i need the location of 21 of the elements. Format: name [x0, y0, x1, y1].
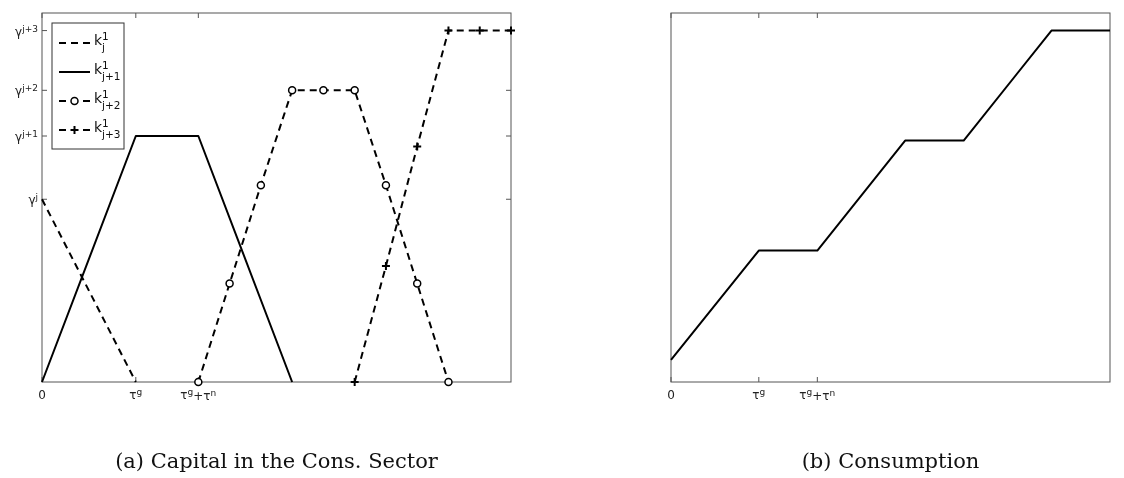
x-tick-label: 0 [38, 388, 46, 402]
text: (a) Capital in the Cons. Sector [115, 449, 439, 473]
point [381, 180, 391, 190]
text: γ$^{j+3}$ [15, 23, 38, 39]
x-tick-label: τ$^{g}$+τ$^{n}$ [799, 386, 836, 404]
text: (b) Consumption [801, 449, 980, 473]
point [319, 86, 328, 95]
point [444, 377, 453, 387]
text: γ$^{j+2}$ [15, 83, 38, 99]
x-tick-label: τ$^{g}$ [129, 386, 143, 402]
text: γ$^{j}$ [28, 192, 38, 208]
text: γ$^{j+1}$ [15, 128, 38, 144]
point [412, 279, 422, 288]
point [350, 86, 359, 95]
point [256, 180, 266, 190]
point [225, 279, 234, 288]
x-tick-label: τ$^{g}$+τ$^{n}$ [180, 386, 217, 404]
x-tick-label: τ$^{g}$ [752, 386, 766, 402]
x-tick-label: 0 [667, 388, 675, 402]
point [194, 377, 203, 387]
point [287, 86, 297, 95]
